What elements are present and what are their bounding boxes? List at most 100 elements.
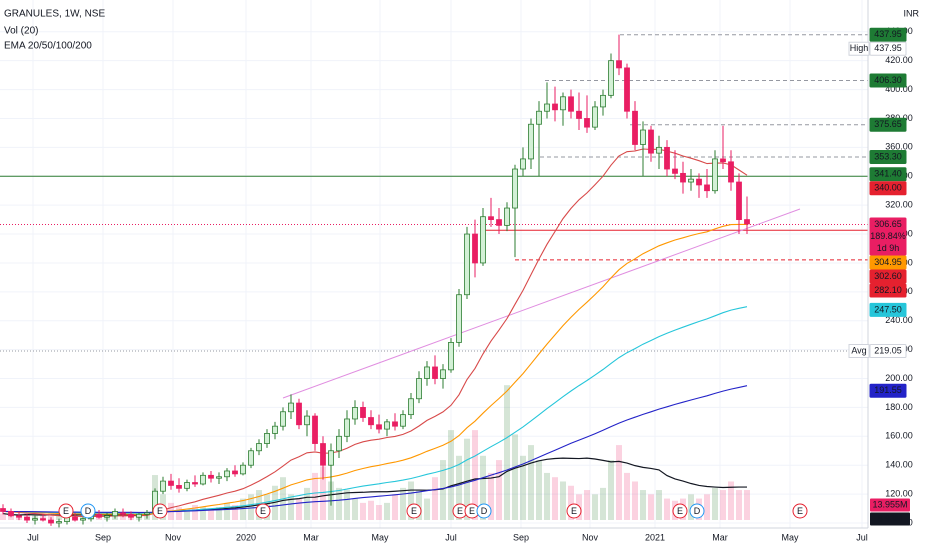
- candle-body: [640, 129, 646, 145]
- volume-bar: [624, 472, 630, 520]
- candle-body: [16, 515, 22, 518]
- candle-body: [376, 424, 382, 430]
- volume-bar: [584, 490, 590, 520]
- candle-body: [336, 435, 342, 452]
- volume-bar: [192, 505, 198, 520]
- volume-bar: [320, 466, 326, 520]
- ema-line: [2, 148, 748, 518]
- volume-bar: [552, 477, 558, 520]
- candle-body: [440, 369, 446, 379]
- candle-body: [544, 103, 550, 112]
- candle-body: [248, 450, 254, 466]
- volume-tag-label: 13.955M: [872, 499, 907, 509]
- candle-body: [688, 178, 694, 183]
- price-tag-label: 219.05: [874, 345, 902, 355]
- price-tag-label: 282.10: [874, 285, 902, 295]
- volume-bar: [312, 472, 318, 520]
- volume-bar: [392, 494, 398, 520]
- volume-bar: [480, 455, 486, 520]
- event-label: E: [571, 506, 577, 516]
- volume: [0, 385, 750, 520]
- volume-bar: [488, 472, 494, 520]
- volume-bar: [544, 472, 550, 520]
- price-tag-label: 437.95: [874, 29, 902, 39]
- x-tick-label: 2020: [236, 532, 256, 542]
- price-tag-label: 375.65: [874, 119, 902, 129]
- event-marker: [792, 503, 808, 519]
- candle-body: [128, 513, 134, 518]
- volume-bar: [528, 445, 534, 520]
- candle-body: [176, 485, 182, 489]
- time-axis: [0, 528, 868, 550]
- price-tag: [869, 302, 907, 317]
- candle-body: [464, 233, 470, 296]
- volume-bar: [296, 498, 302, 520]
- legend-volume: Vol (20): [4, 26, 38, 37]
- volume-tag-label: 8.93M: [877, 513, 902, 523]
- legend-ema: EMA 20/50/100/200: [4, 41, 92, 52]
- volume-bar: [464, 438, 470, 520]
- volume-bar: [0, 513, 6, 520]
- price-tag: [869, 383, 907, 398]
- candle-body: [416, 378, 422, 400]
- candle-body: [624, 67, 630, 112]
- ema-lines: [2, 148, 748, 518]
- price-tag-label: 191.55: [874, 385, 902, 395]
- volume-bar: [608, 460, 614, 520]
- x-tick-label: Nov: [582, 532, 599, 542]
- volume-bar: [592, 494, 598, 520]
- volume-bar: [472, 430, 478, 520]
- price-tag-label: 340.00: [874, 183, 902, 193]
- y-tick-label: 420.00: [885, 55, 913, 65]
- volume-bar: [432, 477, 438, 520]
- x-tick-label: 2021: [645, 532, 665, 542]
- candle-body: [448, 342, 454, 371]
- candle-body: [40, 518, 46, 521]
- candle-body: [712, 158, 718, 192]
- price-tag-extra: 189.84%: [870, 231, 906, 241]
- volume-bar: [616, 445, 622, 520]
- volume-ma: [2, 457, 747, 516]
- volume-bar: [496, 460, 502, 520]
- candle-body: [656, 146, 662, 154]
- volume-bar: [600, 487, 606, 520]
- candle-body: [8, 511, 14, 517]
- volume-bar: [336, 487, 342, 520]
- price-tag-label: 437.95: [874, 43, 902, 53]
- candle-body: [200, 474, 206, 485]
- price-tag: [869, 283, 907, 298]
- volume-bar: [304, 487, 310, 520]
- candle-body: [144, 512, 150, 515]
- price-tag-title-bg: [848, 41, 870, 56]
- price-tag-label: 304.95: [874, 257, 902, 267]
- volume-bar: [512, 434, 518, 520]
- candle-body: [520, 158, 526, 170]
- candle-body: [680, 172, 686, 183]
- event-marker: [406, 503, 422, 519]
- x-tick-label: May: [371, 532, 389, 542]
- y-tick-label: 200.00: [885, 373, 913, 383]
- candle-body: [312, 415, 318, 444]
- x-tick-label: Jul: [445, 532, 457, 542]
- candle-body: [632, 110, 638, 145]
- price-tag: [869, 269, 907, 284]
- candle-body: [24, 516, 30, 521]
- candle-body: [48, 519, 54, 524]
- candle-body: [488, 216, 494, 220]
- y-tick-label: 360.00: [885, 142, 913, 152]
- event-label: D: [694, 506, 701, 516]
- candle-body: [720, 158, 726, 163]
- candle-body: [232, 470, 238, 475]
- candle-body: [368, 417, 374, 426]
- candle-body: [296, 402, 302, 426]
- price-tag: [869, 117, 907, 132]
- candle-body: [208, 474, 214, 479]
- candle-body: [256, 443, 262, 452]
- event-marker: [672, 503, 688, 519]
- volume-bar: [8, 515, 14, 520]
- volume-bar: [376, 505, 382, 520]
- candle-body: [136, 513, 142, 518]
- candles: [0, 34, 750, 528]
- candle-body: [456, 294, 462, 343]
